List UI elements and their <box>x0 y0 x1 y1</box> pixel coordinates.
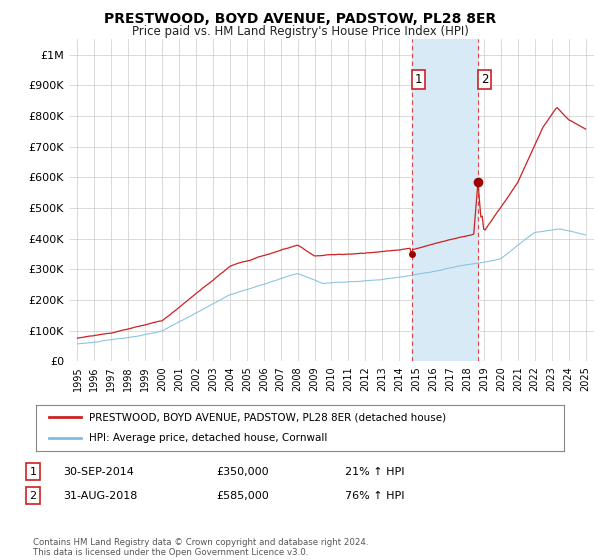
Text: 76% ↑ HPI: 76% ↑ HPI <box>345 491 404 501</box>
Text: £350,000: £350,000 <box>216 466 269 477</box>
Text: Price paid vs. HM Land Registry's House Price Index (HPI): Price paid vs. HM Land Registry's House … <box>131 25 469 38</box>
Text: 1: 1 <box>29 466 37 477</box>
Text: 1: 1 <box>415 73 422 86</box>
Text: Contains HM Land Registry data © Crown copyright and database right 2024.
This d: Contains HM Land Registry data © Crown c… <box>33 538 368 557</box>
Text: 31-AUG-2018: 31-AUG-2018 <box>63 491 137 501</box>
Text: 2: 2 <box>29 491 37 501</box>
Text: 30-SEP-2014: 30-SEP-2014 <box>63 466 134 477</box>
Text: £585,000: £585,000 <box>216 491 269 501</box>
Text: 21% ↑ HPI: 21% ↑ HPI <box>345 466 404 477</box>
Text: PRESTWOOD, BOYD AVENUE, PADSTOW, PL28 8ER: PRESTWOOD, BOYD AVENUE, PADSTOW, PL28 8E… <box>104 12 496 26</box>
Text: PRESTWOOD, BOYD AVENUE, PADSTOW, PL28 8ER (detached house): PRESTWOOD, BOYD AVENUE, PADSTOW, PL28 8E… <box>89 412 446 422</box>
Text: 2: 2 <box>481 73 488 86</box>
Bar <box>412 39 478 361</box>
Text: HPI: Average price, detached house, Cornwall: HPI: Average price, detached house, Corn… <box>89 433 327 444</box>
